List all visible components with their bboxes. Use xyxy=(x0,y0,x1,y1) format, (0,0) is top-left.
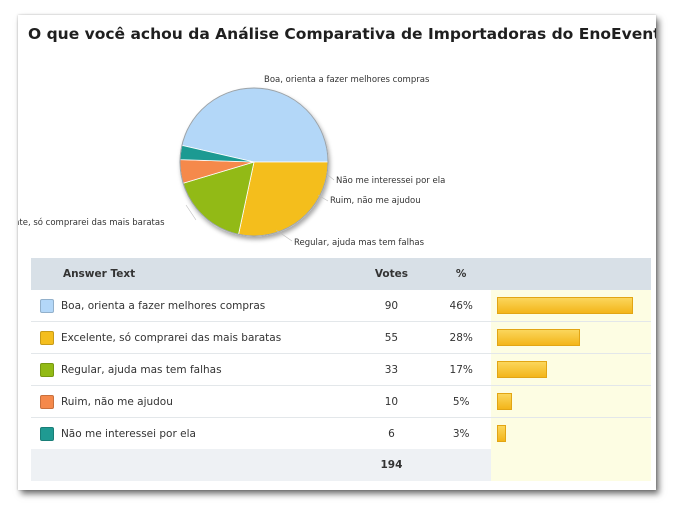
pie-leader-line xyxy=(327,174,335,181)
pie-label-regular-ajuda-mas-tem-falhas: Regular, ajuda mas tem falhas xyxy=(294,238,425,248)
votes-value: 33 xyxy=(351,353,432,386)
votes-value: 90 xyxy=(351,290,432,322)
table-row: Regular, ajuda mas tem falhas 33 17% xyxy=(31,353,651,386)
table-row: Excelente, só comprarei das mais baratas… xyxy=(31,321,651,354)
percent-value: 28% xyxy=(431,321,492,354)
color-swatch xyxy=(40,330,54,345)
pie-rim xyxy=(179,87,329,237)
color-swatch xyxy=(40,362,54,377)
answer-text: Boa, orienta a fazer melhores compras xyxy=(60,290,352,322)
percent-bar xyxy=(497,425,507,442)
percent-value: 46% xyxy=(431,290,492,322)
votes-value: 6 xyxy=(388,427,395,440)
table-header-row: Answer Text Votes % xyxy=(31,258,651,290)
pie-label-boa-orienta-a-fazer-melhores-compras: Boa, orienta a fazer melhores compras xyxy=(264,75,430,85)
color-swatch xyxy=(40,298,54,313)
pie-leader-line xyxy=(317,194,329,202)
answer-text: Regular, ajuda mas tem falhas xyxy=(60,353,352,386)
poll-title: O que você achou da Análise Comparativa … xyxy=(28,25,656,43)
percent-bar xyxy=(497,361,547,378)
votes-value: 10 xyxy=(351,385,432,418)
results-table: Answer Text Votes % Boa, orienta a fazer… xyxy=(31,258,651,481)
pie-leader-line xyxy=(275,229,293,242)
percent-bar xyxy=(497,393,513,410)
color-swatch xyxy=(40,394,54,409)
pie-leader-line xyxy=(185,204,197,221)
percent-value: 5% xyxy=(431,385,492,418)
votes-value: 55 xyxy=(351,321,432,354)
percent-bar xyxy=(497,297,634,314)
answer-text: Excelente, só comprarei das mais baratas xyxy=(60,321,352,354)
answer-text: Ruim, não me ajudou xyxy=(60,385,352,418)
pie-label-ruim-nao-me-ajudou: Ruim, não me ajudou xyxy=(330,196,421,206)
header-votes: Votes xyxy=(351,258,432,290)
header-percent: % xyxy=(431,258,492,290)
table-row: Não me interessei por ela 6 3% xyxy=(31,417,651,449)
total-votes: 194 xyxy=(351,449,432,481)
color-swatch xyxy=(40,426,54,441)
pie-label-excelente-so-comprarei-das-mais-baratas: nte, só comprarei das mais baratas xyxy=(18,217,165,228)
pie-chart: Boa, orienta a fazer melhores compras nte… xyxy=(18,75,445,248)
percent-bar xyxy=(497,329,581,346)
poll-card: O que você achou da Análise Comparativa … xyxy=(18,15,656,490)
percent-value: 17% xyxy=(431,353,492,386)
pie-label-nao-me-interessei-por-ela: Não me interessei por ela xyxy=(336,176,445,186)
table-row: Boa, orienta a fazer melhores compras 90… xyxy=(31,290,651,322)
table-row: Ruim, não me ajudou 10 5% xyxy=(31,385,651,418)
percent-value: 3% xyxy=(452,427,470,440)
answer-text: Não me interessei por ela xyxy=(60,427,196,440)
total-row: 194 xyxy=(31,449,651,481)
header-answer-text: Answer Text xyxy=(60,258,352,290)
